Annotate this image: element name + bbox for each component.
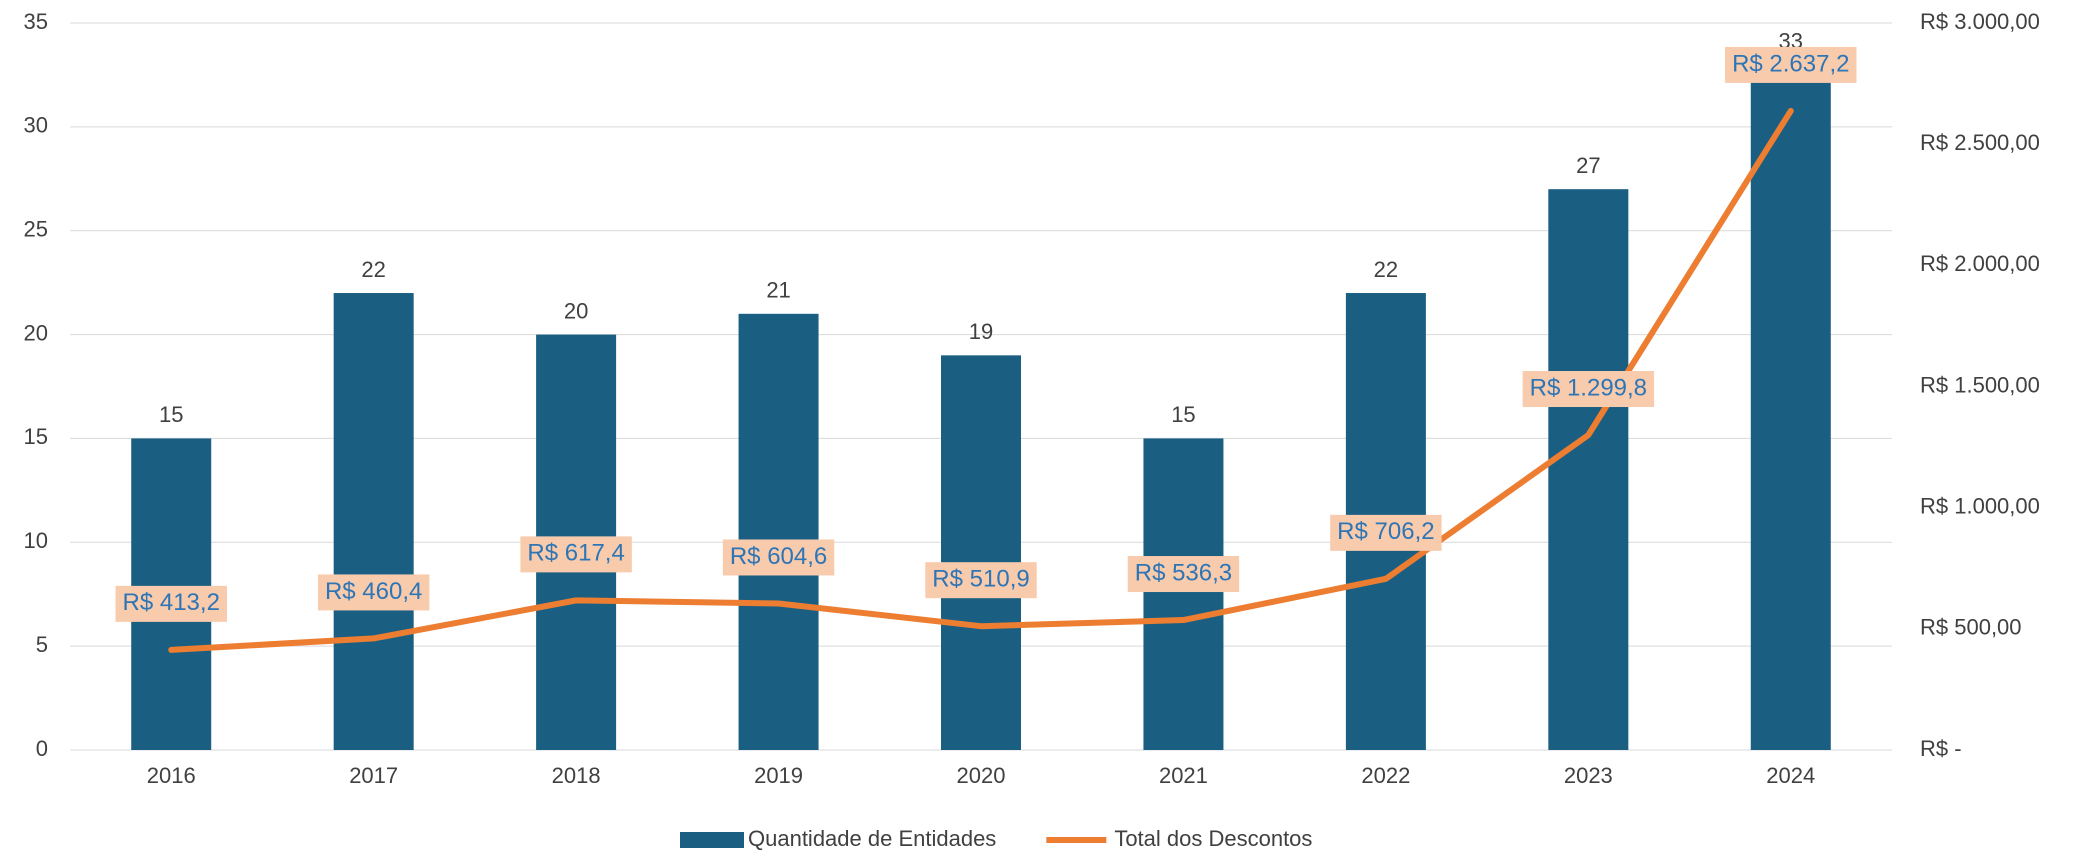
y2-tick-label: R$ 1.500,00 — [1920, 372, 2040, 397]
bar-value-label: 15 — [1171, 402, 1195, 427]
x-tick-label: 2024 — [1766, 763, 1815, 788]
bar-value-label: 21 — [766, 278, 790, 303]
value-label-box — [317, 574, 430, 611]
value-label-box — [1127, 556, 1240, 593]
legend-swatch — [680, 832, 744, 848]
y2-tick-label: R$ 1.000,00 — [1920, 493, 2040, 518]
bar-value-label: 20 — [564, 298, 588, 323]
x-tick-label: 2018 — [552, 763, 601, 788]
x-tick-label: 2016 — [147, 763, 196, 788]
y-tick-label: 30 — [24, 113, 48, 138]
y-tick-label: 0 — [36, 736, 48, 761]
line-value-label: R$ 413,2 — [123, 589, 220, 616]
y2-tick-label: R$ - — [1920, 736, 1962, 761]
y2-tick-label: R$ 500,00 — [1920, 615, 2022, 640]
value-label-box — [722, 539, 835, 576]
line-value-label: R$ 460,4 — [325, 578, 422, 605]
bar — [1750, 64, 1831, 751]
bar-value-label: 15 — [159, 402, 183, 427]
value-label-box — [925, 562, 1037, 599]
line-value-label: R$ 2.637,2 — [1732, 50, 1849, 77]
y-tick-label: 20 — [24, 320, 48, 345]
legend-label: Quantidade de Entidades — [748, 826, 996, 851]
bar — [941, 355, 1021, 750]
value-label-box — [115, 585, 227, 622]
x-tick-label: 2020 — [957, 763, 1006, 788]
y-tick-label: 15 — [24, 424, 48, 449]
value-label-box — [1330, 514, 1442, 551]
bar-value-label: 19 — [969, 319, 993, 344]
line-value-label: R$ 706,2 — [1337, 518, 1434, 545]
y2-tick-label: R$ 2.000,00 — [1920, 251, 2040, 276]
bar — [333, 293, 414, 750]
bar — [738, 313, 819, 750]
line — [168, 107, 1794, 653]
line-value-label: R$ 604,6 — [730, 543, 827, 570]
line-value-label: R$ 536,3 — [1135, 559, 1232, 586]
x-tick-label: 2021 — [1159, 763, 1208, 788]
value-label-box — [1522, 371, 1655, 408]
value-label-box — [520, 536, 632, 573]
value-label-box — [1725, 46, 1857, 83]
y-tick-label: 25 — [24, 217, 48, 242]
y2-tick-label: R$ 2.500,00 — [1920, 130, 2040, 155]
bar-value-label: 22 — [1374, 257, 1398, 282]
x-tick-label: 2022 — [1361, 763, 1410, 788]
line-value-label: R$ 510,9 — [932, 566, 1029, 593]
y-tick-label: 5 — [36, 632, 48, 657]
bar — [1143, 438, 1224, 750]
y2-tick-label: R$ 3.000,00 — [1920, 9, 2040, 34]
x-tick-label: 2019 — [754, 763, 803, 788]
line-value-label: R$ 617,4 — [527, 540, 624, 567]
x-tick-label: 2017 — [349, 763, 398, 788]
y-tick-label: 35 — [24, 9, 48, 34]
x-tick-label: 2023 — [1564, 763, 1613, 788]
line-value-label: R$ 1.299,8 — [1530, 374, 1647, 401]
bar — [1548, 189, 1629, 750]
y-tick-label: 10 — [24, 528, 48, 553]
bar-value-label: 27 — [1576, 153, 1600, 178]
bar-value-label: 22 — [361, 257, 385, 282]
legend-label: Total dos Descontos — [1114, 826, 1312, 851]
